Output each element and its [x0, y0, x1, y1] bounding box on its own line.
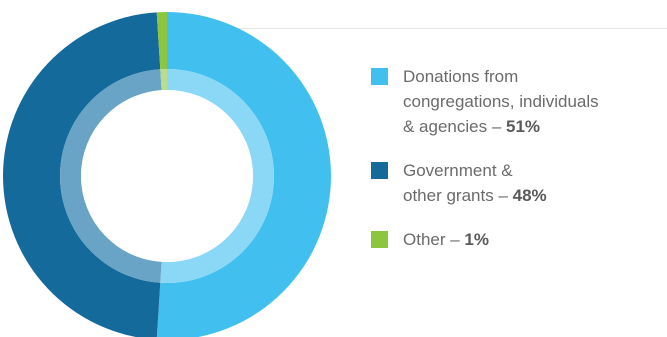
top-rule [180, 28, 667, 29]
legend-percent-donations: 51% [506, 117, 541, 136]
legend-percent-other: 1% [464, 230, 489, 249]
donut-outer-ring [3, 12, 331, 337]
donut-inner-slice-government [60, 69, 162, 283]
legend-label-line: Donations from [403, 67, 519, 86]
legend-item-government: Government & other grants – 48% [371, 158, 667, 208]
donut-slice-other [156, 12, 167, 70]
legend-label-line: Government & [403, 161, 513, 180]
donut-inner-slice-donations [160, 69, 275, 284]
legend-label-other: Other – 1% [403, 227, 667, 252]
legend-swatch-government [371, 162, 388, 179]
legend-label-line: congregations, individuals [403, 92, 599, 111]
donut-slice-government [3, 12, 161, 337]
legend-percent-government: 48% [512, 186, 547, 205]
legend-swatch-other [371, 231, 388, 248]
legend-label-government: Government & other grants – 48% [403, 158, 667, 208]
donut-hole [81, 90, 253, 262]
donut-inner-ring [60, 69, 275, 284]
legend-item-donations: Donations from congregations, individual… [371, 64, 667, 139]
legend-label-donations: Donations from congregations, individual… [403, 64, 667, 139]
legend-swatch-donations [371, 68, 388, 85]
legend-label-text: other grants – [403, 186, 513, 205]
donut-slice-donations [156, 12, 331, 337]
legend-label-line: & agencies – 51% [403, 114, 667, 139]
legend-label-text: & agencies – [403, 117, 507, 136]
legend-item-other: Other – 1% [371, 227, 667, 252]
legend-label-line: other grants – 48% [403, 183, 667, 208]
donut-inner-slice-other [160, 69, 167, 91]
legend-label-text: Other – [403, 230, 465, 249]
legend-label-line: Other – 1% [403, 227, 667, 252]
chart-legend: Donations from congregations, individual… [371, 64, 667, 252]
